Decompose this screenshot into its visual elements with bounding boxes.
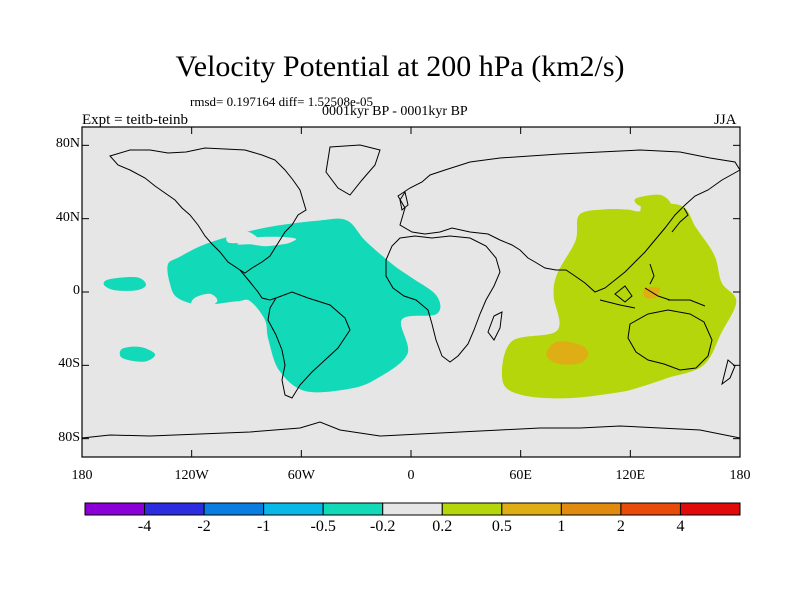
colorbar [84,502,741,516]
coastline-philippines [649,263,655,285]
lat-tick-label: 0 [73,283,80,298]
colorbar-bin [560,502,622,516]
coastline-south-america [267,291,351,399]
coastline-japan [671,207,689,233]
colorbar-bin [679,502,741,516]
coastline-central-america [239,269,277,301]
lon-tick-label: 0 [407,468,415,483]
colorbar-bin [441,502,503,516]
coastline-north-america [109,147,307,274]
lat-tick-label: 80S [58,429,80,445]
lon-tick-label: 120E [615,468,646,483]
coastline-australia [627,309,713,371]
coastline-madagascar [487,311,503,341]
period-text: 0001kyr BP - 0001kyr BP [322,104,468,119]
field-layer [103,194,737,399]
tick-layer [81,127,741,457]
colorbar-label: -0.5 [310,518,336,535]
negative-region-south-pacific [119,346,156,362]
season-label: JJA [714,112,737,128]
lon-tick-label: 180 [71,468,93,483]
lon-tick-label: 180 [729,468,751,483]
lat-tick-label: 80N [55,136,80,152]
coastline-africa [385,235,501,363]
colorbar-label: -4 [137,518,152,535]
colorbar-bin [501,502,562,516]
colorbar-bin [203,502,265,516]
coastline-greenland [325,144,381,196]
colorbar-label: -0.2 [370,518,396,535]
hole-central-america [226,231,258,244]
lat-tick-label: 40S [58,356,80,372]
colorbar-label: 4 [676,518,685,535]
colorbar-bin [382,502,443,516]
negative-region-east-pacific [103,277,146,291]
positive-region-indian-ocean-core [546,341,589,365]
stats-text: rmsd= 0.197164 diff= 1.52508e-05 [190,94,374,109]
lon-tick-label: 120W [174,468,209,483]
coastline-indonesia [599,285,706,309]
coastline-uk [399,190,409,211]
colorbar-label: 2 [616,518,625,535]
colorbar-bin [322,502,384,516]
lat-tick-label: 40N [55,209,80,225]
lon-tick-label: 60W [287,468,315,483]
colorbar-bin [144,502,205,516]
coastline-antarctica [81,421,741,439]
colorbar-bin [620,502,681,516]
positive-region-japan-north [634,194,671,208]
colorbar-label: -1 [256,518,271,535]
colorbar-label: 0.2 [432,518,453,535]
coastline-eurasia [397,149,741,293]
colorbar-bin [84,502,146,516]
colorbar-bin [263,502,324,516]
colorbar-label: 1 [557,518,566,535]
map-title: Velocity Potential at 200 hPa (km2/s) [175,50,625,83]
negative-region-americas-atlantic [167,218,441,393]
colorbar-label: -2 [197,518,211,535]
coastline-layer [81,144,741,439]
lon-tick-label: 60E [509,468,532,483]
experiment-label: Expt = teitb-teinb [82,112,188,128]
colorbar-label: 0.5 [491,518,512,535]
hole-east-pacific [191,293,218,309]
